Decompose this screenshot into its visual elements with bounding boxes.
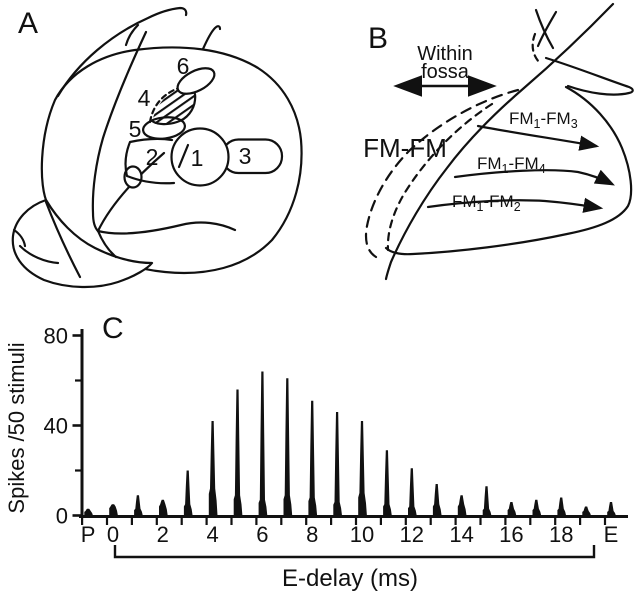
x-tick-label: 0 — [107, 522, 119, 547]
fossa-outline — [384, 85, 633, 256]
panel-a-brain-map: A 1 2 3 4 5 6 — [11, 6, 303, 289]
region-1-circle — [170, 127, 230, 187]
spike-histogram-bar — [408, 468, 417, 516]
region-6-label: 6 — [177, 53, 190, 79]
histogram-plot-area: 0 40 80 P 0 2 4 6 8 10 12 14 16 18 E — [44, 324, 628, 559]
region-3-label: 3 — [239, 143, 252, 169]
fissure-branch-down — [96, 229, 118, 259]
spike-histogram-bar — [358, 421, 367, 516]
spike-histogram-bar — [308, 400, 318, 516]
flocculus-notch — [12, 228, 27, 248]
dorsal-midline — [56, 6, 188, 98]
y-tick-label: 0 — [56, 504, 68, 529]
region-2-boundary — [124, 137, 176, 185]
fm1-fm2-label: FM1-FM2 — [452, 192, 521, 214]
x-tick-label: 18 — [549, 522, 573, 547]
x-tick-label: 14 — [449, 522, 473, 547]
x-tick-label: 4 — [206, 522, 218, 547]
spike-histogram-bar — [432, 484, 442, 516]
spike-histogram-bar — [607, 502, 616, 516]
region-4-hatched-area — [152, 86, 196, 125]
fossa-lip-curve — [544, 56, 634, 96]
fm1-fm4-label: FM1-FM4 — [477, 154, 546, 176]
panel-b-fossa-schematic: B Within fossa FM-FM FM1-FM3 FM1-FM4 FM1… — [363, 2, 634, 281]
fm-fm-dashed-outer — [364, 88, 520, 259]
cerebellum-outline — [11, 198, 154, 289]
thick-sulcus-line — [384, 2, 615, 281]
y-axis-title: Spikes /50 stimuli — [4, 342, 29, 513]
x-tick-label: 12 — [400, 522, 424, 547]
y-tick-label: 80 — [44, 324, 68, 349]
spike-histogram-bar — [482, 486, 492, 516]
region-3-capsule — [220, 138, 284, 175]
panel-a-label: A — [18, 7, 38, 40]
spike-histogram-bar — [109, 504, 118, 516]
x-tick-label: 10 — [350, 522, 374, 547]
x-range-bracket — [113, 545, 596, 559]
small-region-oval — [123, 165, 143, 189]
crossing-vessel-2 — [536, 10, 558, 48]
spike-histogram-bar — [84, 508, 93, 516]
vessel-stub — [201, 25, 222, 51]
within-fossa-label-line2: fossa — [421, 61, 470, 83]
fissure-branch-up — [96, 151, 166, 233]
fm1-fm3-arrow — [476, 124, 600, 151]
region-1-label: 1 — [191, 145, 204, 171]
cerebellum-fold-2 — [18, 244, 60, 265]
spike-histogram-bar — [258, 371, 268, 516]
crossing-vessel-1 — [534, 8, 555, 50]
spike-histogram-bar — [208, 421, 218, 516]
spike-histogram-bar — [159, 499, 168, 516]
spike-histogram-bar — [233, 389, 243, 516]
panel-c-label: C — [102, 312, 124, 345]
x-tick-label: 16 — [499, 522, 523, 547]
x-tick-label: 6 — [256, 522, 268, 547]
spike-histogram-bar — [457, 495, 467, 516]
spike-histogram-bar — [582, 506, 591, 516]
region-2-label: 2 — [146, 144, 159, 170]
fm-fm-label: FM-FM — [363, 133, 447, 163]
midline-branch — [124, 23, 140, 47]
spike-histogram-bar — [507, 502, 517, 516]
fm1-fm3-label: FM1-FM3 — [509, 109, 578, 131]
x-axis-title: E-delay (ms) — [282, 565, 418, 592]
x-tick-label: 2 — [157, 522, 169, 547]
main-fissure — [91, 30, 148, 233]
fm1-fm4-arrow — [453, 169, 615, 186]
spike-histogram-bar — [183, 470, 193, 516]
region-5-label: 5 — [129, 116, 142, 142]
cerebellum-fold — [44, 200, 82, 279]
x-tick-label: E — [604, 522, 619, 547]
within-fossa-label-line1: Within — [417, 43, 473, 65]
x-tick-label: P — [81, 522, 96, 547]
x-tick-label: 8 — [306, 522, 318, 547]
fm-fm-dashed-inner — [386, 102, 494, 252]
region-6-oval — [176, 67, 216, 95]
spike-histogram-bar — [383, 450, 392, 516]
spike-histogram-bar — [283, 378, 293, 516]
panel-c-histogram: 0 40 80 P 0 2 4 6 8 10 12 14 16 18 E C Spikes /50 stim… — [4, 312, 628, 592]
region-1-slash — [177, 143, 190, 169]
spike-histogram-bar — [557, 497, 567, 516]
spike-histogram-bar — [333, 412, 342, 516]
y-tick-label: 40 — [44, 414, 68, 439]
crossing-dashed-arc — [531, 32, 541, 64]
region-4-label: 4 — [138, 85, 151, 111]
panel-b-label: B — [368, 22, 388, 55]
fissure-branch-right — [96, 221, 237, 235]
spike-histogram-bar — [134, 495, 143, 516]
spike-histogram-bar — [532, 499, 542, 516]
fm1-fm2-arrow — [426, 197, 604, 213]
